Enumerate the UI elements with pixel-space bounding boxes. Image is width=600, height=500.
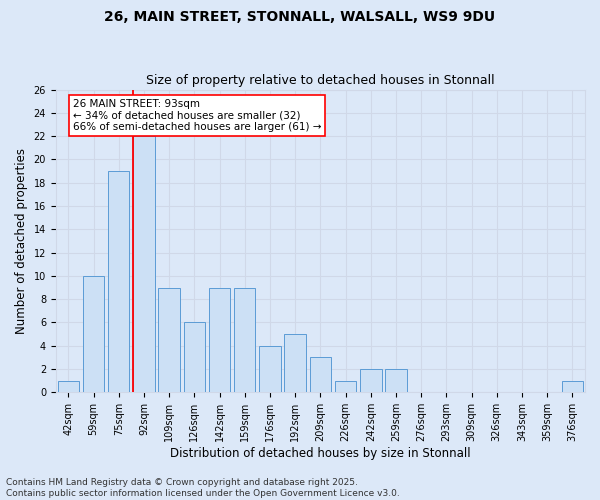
Bar (83, 276, 104, 392)
Bar (234, 288, 256, 393)
Bar (58, 380, 79, 392)
Bar (209, 288, 230, 393)
Text: 26, MAIN STREET, STONNALL, WALSALL, WS9 9DU: 26, MAIN STREET, STONNALL, WALSALL, WS9 … (104, 10, 496, 24)
X-axis label: Distribution of detached houses by size in Stonnall: Distribution of detached houses by size … (170, 447, 471, 460)
Bar (108, 171, 130, 392)
Bar (133, 136, 155, 392)
Bar (259, 346, 281, 393)
Bar (335, 380, 356, 392)
Bar (158, 288, 180, 393)
Text: 26 MAIN STREET: 93sqm
← 34% of detached houses are smaller (32)
66% of semi-deta: 26 MAIN STREET: 93sqm ← 34% of detached … (73, 99, 321, 132)
Y-axis label: Number of detached properties: Number of detached properties (15, 148, 28, 334)
Bar (184, 322, 205, 392)
Bar (562, 380, 583, 392)
Text: Contains HM Land Registry data © Crown copyright and database right 2025.
Contai: Contains HM Land Registry data © Crown c… (6, 478, 400, 498)
Title: Size of property relative to detached houses in Stonnall: Size of property relative to detached ho… (146, 74, 495, 87)
Bar (284, 334, 306, 392)
Bar (360, 369, 382, 392)
Bar (310, 358, 331, 392)
Bar (385, 369, 407, 392)
